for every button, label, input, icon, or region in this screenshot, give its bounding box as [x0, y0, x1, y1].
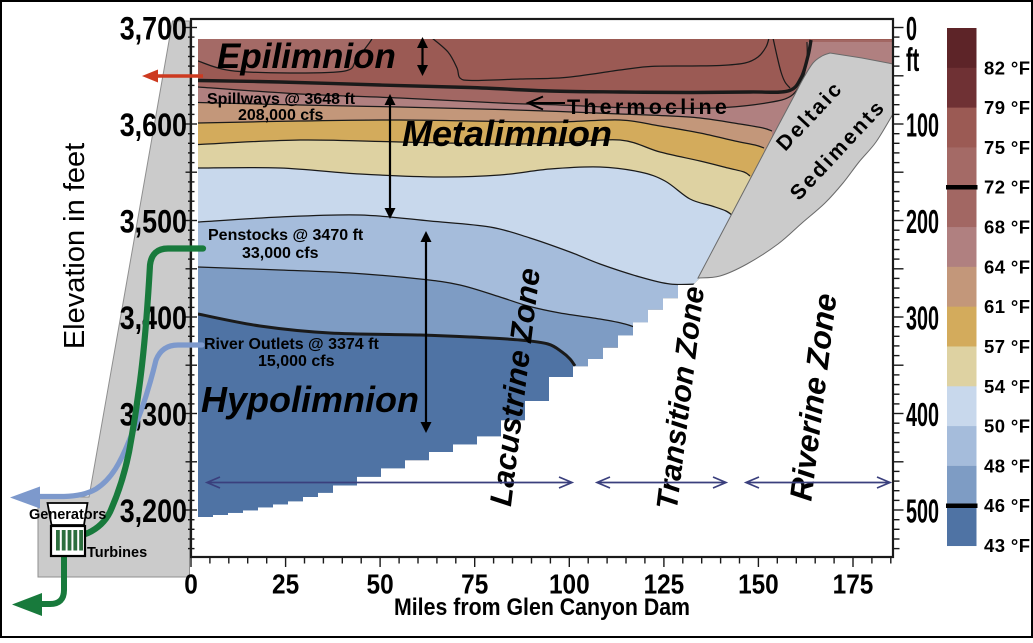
svg-text:Metalimnion: Metalimnion — [402, 113, 612, 154]
svg-text:3,700: 3,700 — [120, 11, 187, 47]
svg-text:100: 100 — [549, 568, 590, 600]
svg-text:Elevation in feet: Elevation in feet — [59, 143, 91, 349]
svg-text:125: 125 — [644, 568, 685, 600]
svg-text:68 °F: 68 °F — [984, 217, 1030, 238]
svg-text:3,200: 3,200 — [120, 494, 187, 530]
svg-text:Turbines: Turbines — [87, 545, 147, 561]
svg-text:Generators: Generators — [29, 507, 106, 523]
svg-text:208,000 cfs: 208,000 cfs — [238, 107, 324, 124]
svg-text:100: 100 — [906, 106, 939, 144]
svg-text:82 °F: 82 °F — [984, 57, 1030, 78]
svg-text:Spillways @ 3648 ft: Spillways @ 3648 ft — [207, 91, 356, 108]
svg-text:Epilimnion: Epilimnion — [217, 37, 396, 76]
svg-text:79 °F: 79 °F — [984, 97, 1030, 118]
svg-text:3,400: 3,400 — [120, 301, 187, 337]
svg-text:400: 400 — [906, 396, 939, 434]
svg-text:River Outlets @ 3374 ft: River Outlets @ 3374 ft — [204, 336, 379, 353]
svg-text:75: 75 — [461, 568, 488, 600]
svg-text:46 °F: 46 °F — [984, 495, 1030, 516]
svg-text:54 °F: 54 °F — [984, 376, 1030, 397]
svg-text:3,600: 3,600 — [120, 108, 187, 144]
svg-text:200: 200 — [906, 203, 939, 241]
svg-text:15,000 cfs: 15,000 cfs — [258, 353, 335, 370]
svg-text:33,000 cfs: 33,000 cfs — [242, 245, 319, 262]
svg-text:64 °F: 64 °F — [984, 256, 1030, 277]
svg-text:Thermocline: Thermocline — [567, 95, 730, 119]
svg-text:0: 0 — [906, 10, 917, 48]
svg-text:75 °F: 75 °F — [984, 137, 1030, 158]
svg-text:300: 300 — [906, 299, 939, 337]
svg-text:Miles from Glen Canyon Dam: Miles from Glen Canyon Dam — [394, 593, 690, 621]
svg-text:48 °F: 48 °F — [984, 455, 1030, 476]
svg-text:50 °F: 50 °F — [984, 416, 1030, 437]
svg-text:Penstocks @ 3470 ft: Penstocks @ 3470 ft — [208, 227, 364, 244]
svg-text:ft: ft — [906, 41, 919, 79]
svg-text:3,500: 3,500 — [120, 204, 187, 240]
svg-text:175: 175 — [833, 568, 874, 600]
svg-text:25: 25 — [272, 568, 299, 600]
svg-text:Hypolimnion: Hypolimnion — [201, 379, 419, 420]
svg-text:72 °F: 72 °F — [984, 177, 1030, 198]
svg-text:43 °F: 43 °F — [984, 535, 1030, 556]
svg-text:61 °F: 61 °F — [984, 296, 1030, 317]
svg-text:500: 500 — [906, 492, 939, 530]
svg-text:3,300: 3,300 — [120, 397, 187, 433]
svg-text:150: 150 — [738, 568, 779, 600]
svg-text:57 °F: 57 °F — [984, 336, 1030, 357]
svg-text:50: 50 — [367, 568, 394, 600]
svg-text:0: 0 — [184, 568, 198, 600]
